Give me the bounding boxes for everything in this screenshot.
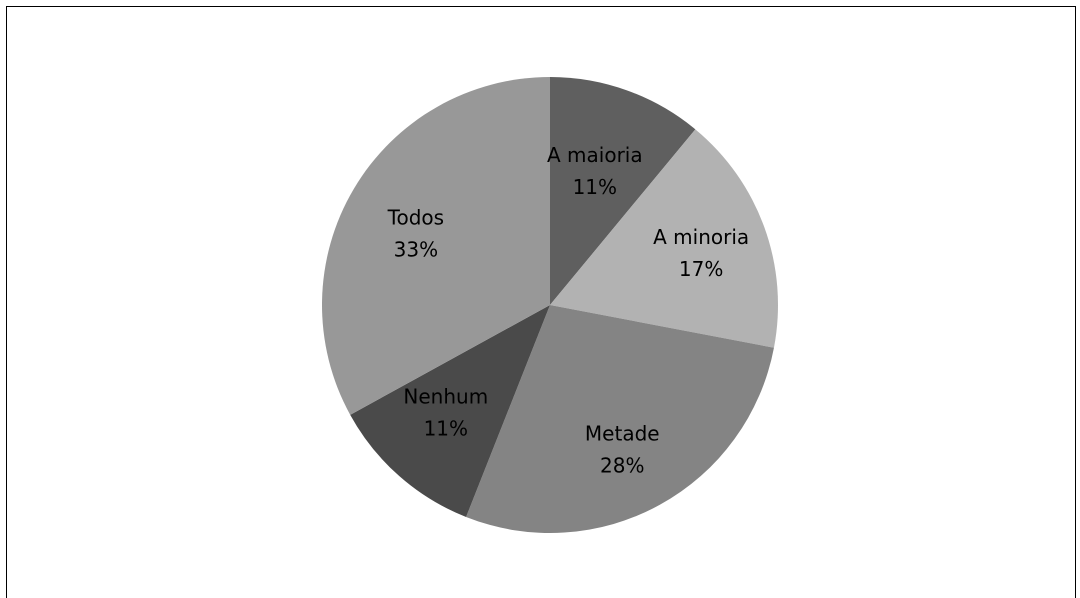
- slice-category-label: Todos: [387, 206, 444, 230]
- slice-percent-label: 11%: [573, 175, 617, 199]
- pie-slice-nenhum: [350, 305, 550, 517]
- slice-percent-label: 11%: [424, 417, 468, 441]
- slice-category-label: Nenhum: [403, 385, 488, 409]
- slice-category-label: A maioria: [547, 143, 643, 167]
- slice-percent-label: 28%: [600, 453, 644, 477]
- slice-category-label: A minoria: [653, 225, 749, 249]
- pie-labels: A maioria 11% A minoria 17% Metade 28% Nenhum 1…: [387, 143, 749, 478]
- slice-percent-label: 17%: [679, 257, 723, 281]
- pie-slice-a-minoria: [550, 129, 778, 348]
- pie-slices: [322, 77, 778, 533]
- slice-percent-label: 33%: [394, 238, 438, 262]
- slice-category-label: Metade: [585, 421, 660, 445]
- pie-slice-metade: [466, 305, 774, 533]
- pie-slice-a-maioria: [550, 77, 696, 305]
- pie-slice-todos: [322, 77, 550, 415]
